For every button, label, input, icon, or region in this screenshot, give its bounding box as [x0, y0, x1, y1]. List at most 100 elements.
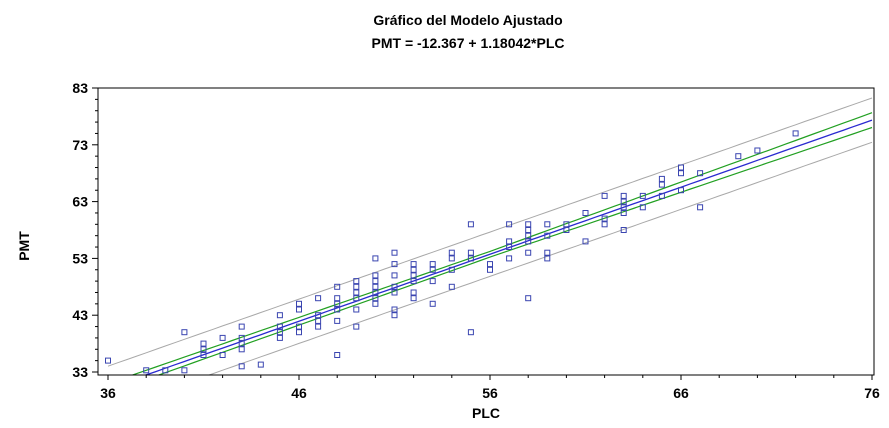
- data-point: [296, 323, 302, 330]
- data-point: [678, 164, 684, 171]
- data-point: [467, 249, 474, 256]
- data-point: [372, 295, 379, 302]
- data-point: [105, 357, 111, 364]
- data-point: [257, 361, 264, 368]
- confidence-lower-line: [157, 126, 873, 375]
- y-axis-label: PMT: [16, 231, 32, 261]
- data-point: [276, 323, 283, 330]
- data-point: [620, 227, 627, 233]
- data-point: [620, 204, 627, 211]
- bands: [107, 97, 873, 375]
- data-point: [525, 227, 532, 233]
- data-point: [658, 175, 665, 182]
- data-point: [143, 367, 150, 374]
- data-point: [601, 192, 608, 199]
- data-point: [276, 334, 283, 341]
- data-point: [391, 306, 398, 313]
- data-point: [391, 312, 398, 319]
- data-points: [105, 130, 799, 374]
- data-point: [353, 323, 360, 330]
- data-point: [410, 261, 417, 268]
- prediction-upper-line: [107, 97, 873, 367]
- data-point: [353, 289, 360, 296]
- data-point: [181, 367, 188, 374]
- data-point: [697, 170, 704, 177]
- data-point: [315, 295, 322, 302]
- data-point: [334, 306, 341, 313]
- chart-subtitle: PMT = -12.367 + 1.18042*PLC: [372, 35, 565, 51]
- data-point: [429, 300, 436, 307]
- data-point: [620, 192, 627, 199]
- data-point: [391, 261, 398, 268]
- data-point: [353, 278, 360, 285]
- data-point: [219, 352, 226, 358]
- data-point: [467, 255, 474, 262]
- data-point: [448, 255, 455, 262]
- data-point: [372, 272, 379, 279]
- data-point: [506, 221, 513, 228]
- y-tick-label: 63: [72, 194, 88, 210]
- data-point: [372, 278, 379, 285]
- data-point: [620, 198, 627, 205]
- data-point: [467, 221, 474, 228]
- data-point: [487, 261, 493, 268]
- data-point: [697, 204, 704, 211]
- data-point: [639, 192, 646, 199]
- data-point: [525, 249, 532, 256]
- data-point: [506, 255, 513, 262]
- data-point: [391, 289, 398, 296]
- data-point: [658, 181, 665, 188]
- data-point: [448, 283, 455, 290]
- data-point: [658, 192, 665, 199]
- data-point: [334, 283, 341, 290]
- data-point: [200, 346, 207, 353]
- data-point: [181, 329, 188, 336]
- data-point: [601, 215, 608, 222]
- data-point: [506, 244, 513, 250]
- data-point: [429, 261, 436, 268]
- x-tick-label: 66: [673, 385, 689, 401]
- fit-line: [143, 119, 873, 375]
- data-point: [410, 295, 417, 302]
- data-point: [792, 130, 799, 137]
- data-point: [353, 295, 360, 302]
- data-point: [334, 300, 341, 307]
- data-point: [238, 340, 245, 347]
- data-point: [315, 317, 322, 324]
- data-point: [315, 312, 322, 319]
- data-point: [276, 312, 283, 319]
- data-point: [391, 249, 398, 256]
- data-point: [678, 187, 684, 194]
- prediction-lower-line: [207, 141, 873, 375]
- data-point: [467, 329, 474, 336]
- data-point: [582, 238, 589, 245]
- x-tick-label: 56: [482, 385, 498, 401]
- data-point: [410, 272, 417, 279]
- data-point: [525, 232, 532, 239]
- x-axis-label: PLC: [472, 405, 500, 421]
- data-point: [296, 329, 302, 336]
- data-point: [429, 278, 436, 285]
- data-point: [754, 147, 761, 154]
- data-point: [563, 227, 570, 233]
- chart-title: Gráfico del Modelo Ajustado: [373, 12, 562, 28]
- x-tick-label: 46: [291, 385, 307, 401]
- data-point: [238, 363, 245, 370]
- y-tick-label: 53: [72, 250, 88, 266]
- y-tick-label: 73: [72, 137, 88, 153]
- data-point: [639, 204, 646, 211]
- data-point: [200, 340, 207, 347]
- data-point: [410, 266, 417, 273]
- data-point: [353, 306, 360, 313]
- data-point: [448, 249, 455, 256]
- data-point: [296, 300, 302, 307]
- x-axis: 36 46 56 66 76: [100, 375, 880, 401]
- data-point: [563, 221, 570, 228]
- data-point: [678, 170, 684, 177]
- data-point: [601, 221, 608, 228]
- data-point: [334, 295, 341, 302]
- data-point: [544, 255, 551, 262]
- data-point: [544, 221, 551, 228]
- data-point: [410, 289, 417, 296]
